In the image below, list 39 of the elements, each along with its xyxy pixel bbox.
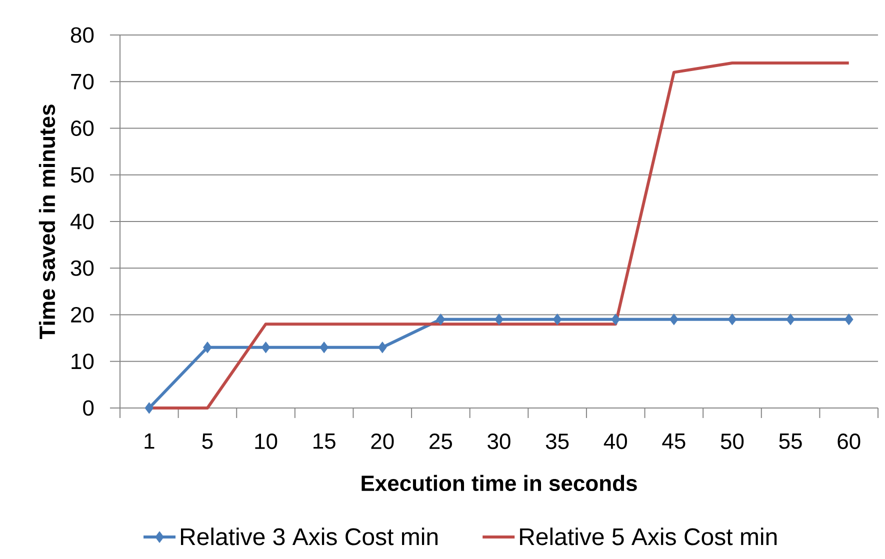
y-tick-label: 50 bbox=[70, 167, 94, 183]
x-tick-label: 5 bbox=[202, 434, 213, 449]
x-tick-label: 60 bbox=[838, 434, 860, 450]
point bbox=[203, 342, 212, 354]
point bbox=[786, 314, 795, 326]
x-tick-label: 20 bbox=[371, 434, 394, 450]
x-tick-label: 45 bbox=[662, 434, 686, 449]
y-tick-label: 20 bbox=[71, 306, 94, 323]
legend-label: Relative 5 Axis Cost min bbox=[520, 528, 777, 546]
point bbox=[144, 402, 154, 414]
y-tick-label: 30 bbox=[70, 260, 94, 276]
point bbox=[552, 314, 562, 326]
y-tick-label: 80 bbox=[70, 27, 94, 43]
point bbox=[611, 314, 620, 326]
y-tick-label: 60 bbox=[71, 120, 94, 136]
point bbox=[670, 314, 678, 326]
x-tick-label: 50 bbox=[720, 434, 744, 450]
x-axis-title: Execution time in seconds bbox=[362, 474, 637, 492]
point bbox=[728, 314, 737, 326]
y-tick-label: 70 bbox=[71, 74, 94, 90]
y-tick-label: 10 bbox=[72, 354, 94, 370]
point bbox=[378, 342, 387, 354]
x-tick-label: 55 bbox=[779, 434, 802, 449]
point bbox=[320, 342, 328, 354]
y-tick-label: 40 bbox=[70, 214, 94, 230]
y-axis-title: Time saved in minutes bbox=[38, 104, 56, 340]
y-tick-label: 0 bbox=[83, 400, 94, 416]
x-tick-label: 30 bbox=[488, 434, 510, 450]
point bbox=[494, 314, 504, 326]
x-tick-label: 10 bbox=[255, 434, 278, 450]
point bbox=[261, 342, 270, 354]
point bbox=[844, 314, 854, 326]
x-tick-label: 1 bbox=[144, 434, 154, 449]
x-tick-label: 15 bbox=[314, 434, 336, 449]
x-tick-label: 40 bbox=[604, 434, 627, 450]
legend-label: Relative 3 Axis Cost min bbox=[180, 528, 438, 546]
x-tick-label: 35 bbox=[546, 434, 569, 450]
x-tick-label: 25 bbox=[430, 434, 452, 450]
point bbox=[436, 314, 446, 326]
